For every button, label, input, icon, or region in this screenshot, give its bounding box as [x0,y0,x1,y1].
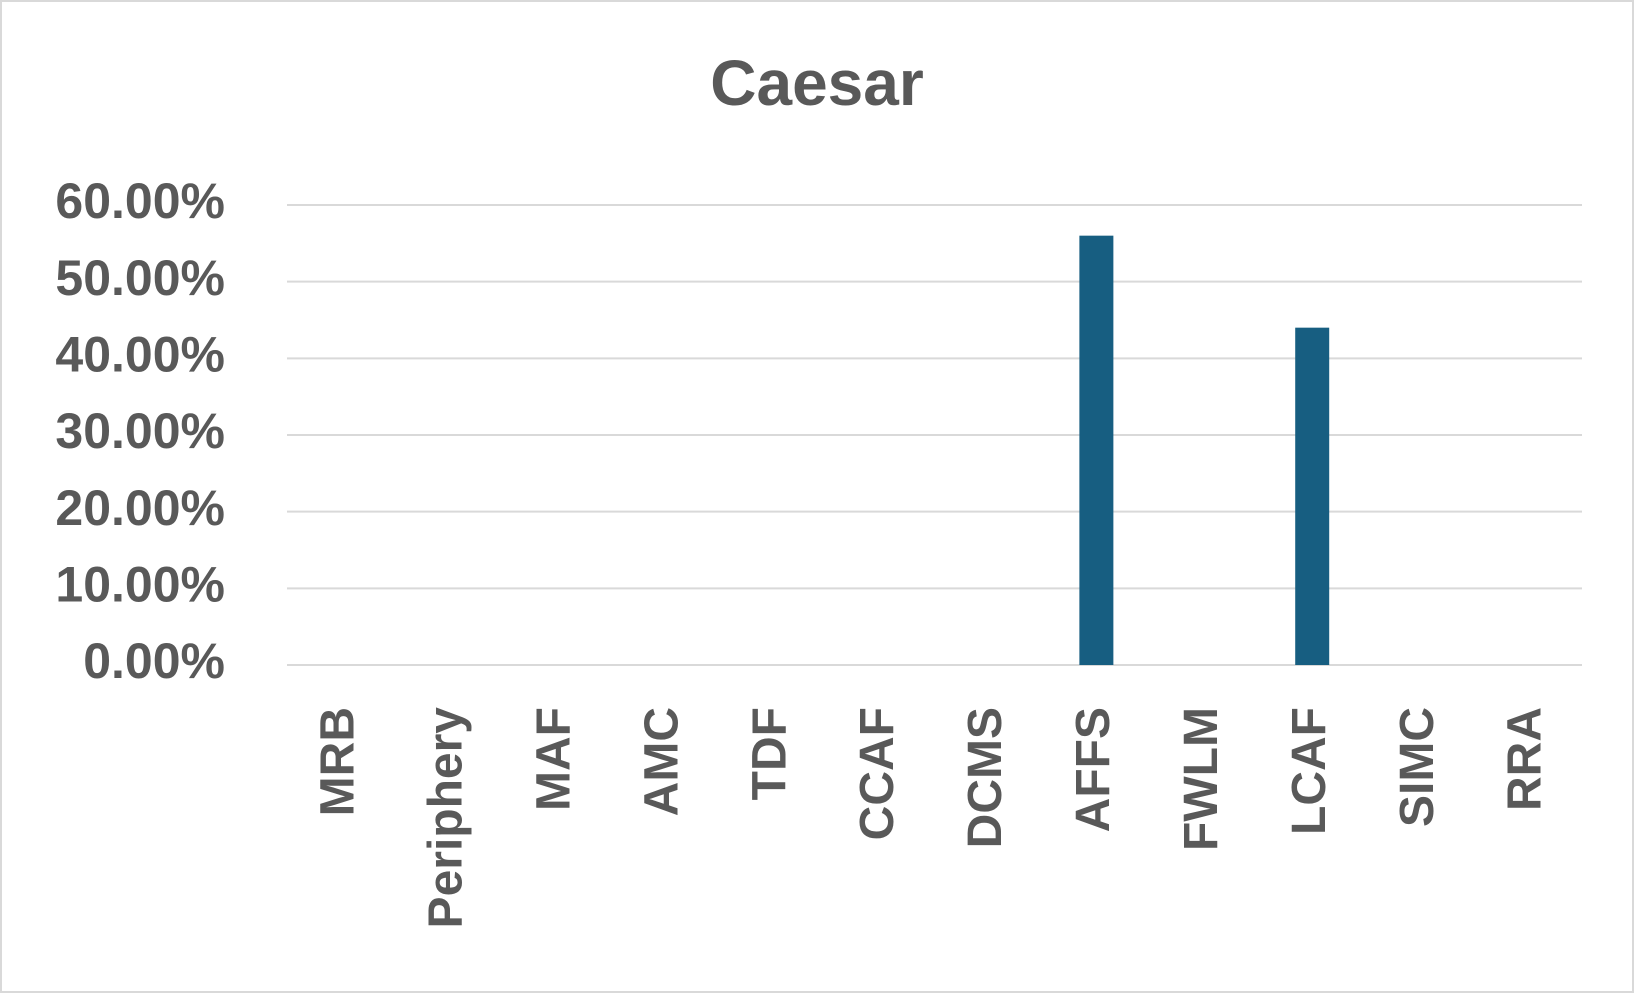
y-tick-label: 40.00% [55,327,225,383]
bar [1295,327,1330,665]
x-tick-label: AMC [635,707,688,816]
x-tick-label: SIMC [1391,707,1444,827]
x-tick-label: MRB [312,707,365,816]
chart-title: Caesar [710,47,924,119]
x-tick-label: Periphery [420,707,473,929]
y-tick-label: 30.00% [55,403,225,459]
y-tick-label: 10.00% [55,557,225,613]
x-tick-label: CCAF [851,707,904,840]
y-tick-label: 50.00% [55,250,225,306]
x-tick-label: LCAF [1283,707,1336,835]
x-tick-label: MAF [527,707,580,811]
y-tick-label: 60.00% [55,173,225,229]
y-tick-label: 0.00% [83,633,225,689]
x-tick-label: RRA [1499,707,1552,811]
x-tick-label: FWLM [1175,707,1228,851]
x-tick-label: TDF [743,707,796,800]
x-tick-label: AFFS [1067,707,1120,832]
y-tick-label: 20.00% [55,480,225,536]
x-tick-label: DCMS [959,707,1012,848]
bar [1079,235,1114,665]
